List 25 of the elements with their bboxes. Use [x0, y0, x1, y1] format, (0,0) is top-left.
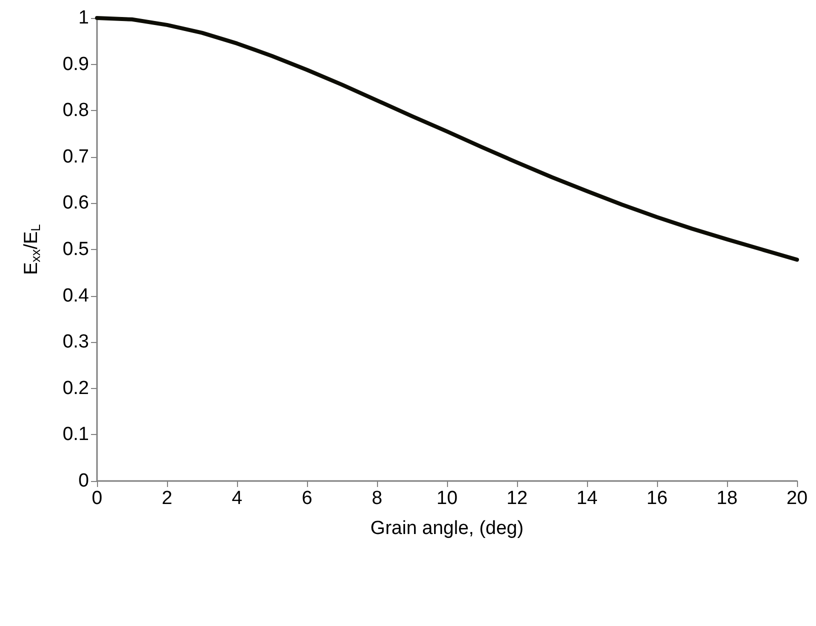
- x-tick-label: 12: [506, 488, 528, 509]
- y-tick-label: 0: [78, 470, 89, 492]
- y-tick-label: 0.6: [62, 192, 89, 214]
- y-tick-label: 0.7: [62, 146, 89, 168]
- x-tick-label: 4: [232, 488, 243, 509]
- x-tick-label: 2: [162, 488, 172, 509]
- x-tick-label: 18: [716, 488, 738, 509]
- x-tick-label: 0: [92, 488, 102, 509]
- y-tick-label: 0.5: [62, 239, 89, 260]
- x-tick-label: 10: [436, 488, 458, 509]
- x-tick-label: 20: [786, 488, 808, 509]
- y-axis-title: Exx/EL: [21, 224, 43, 275]
- x-tick-label: 16: [646, 488, 668, 509]
- y-tick-label: 0.4: [62, 285, 90, 306]
- x-tick-label: 6: [302, 488, 312, 509]
- y-tick-label: 1: [78, 8, 89, 28]
- y-tick-label: 0.1: [62, 424, 89, 446]
- y-tick-label: 0.8: [62, 100, 89, 122]
- x-axis-title: Grain angle, (deg): [370, 518, 524, 539]
- y-tick-label: 0.3: [62, 332, 89, 353]
- x-tick-label: 8: [372, 488, 382, 509]
- line-series: [95, 16, 799, 262]
- y-tick-label: 0.9: [62, 54, 89, 75]
- y-tick-label: 0.2: [62, 378, 89, 399]
- x-tick-label: 14: [576, 488, 598, 509]
